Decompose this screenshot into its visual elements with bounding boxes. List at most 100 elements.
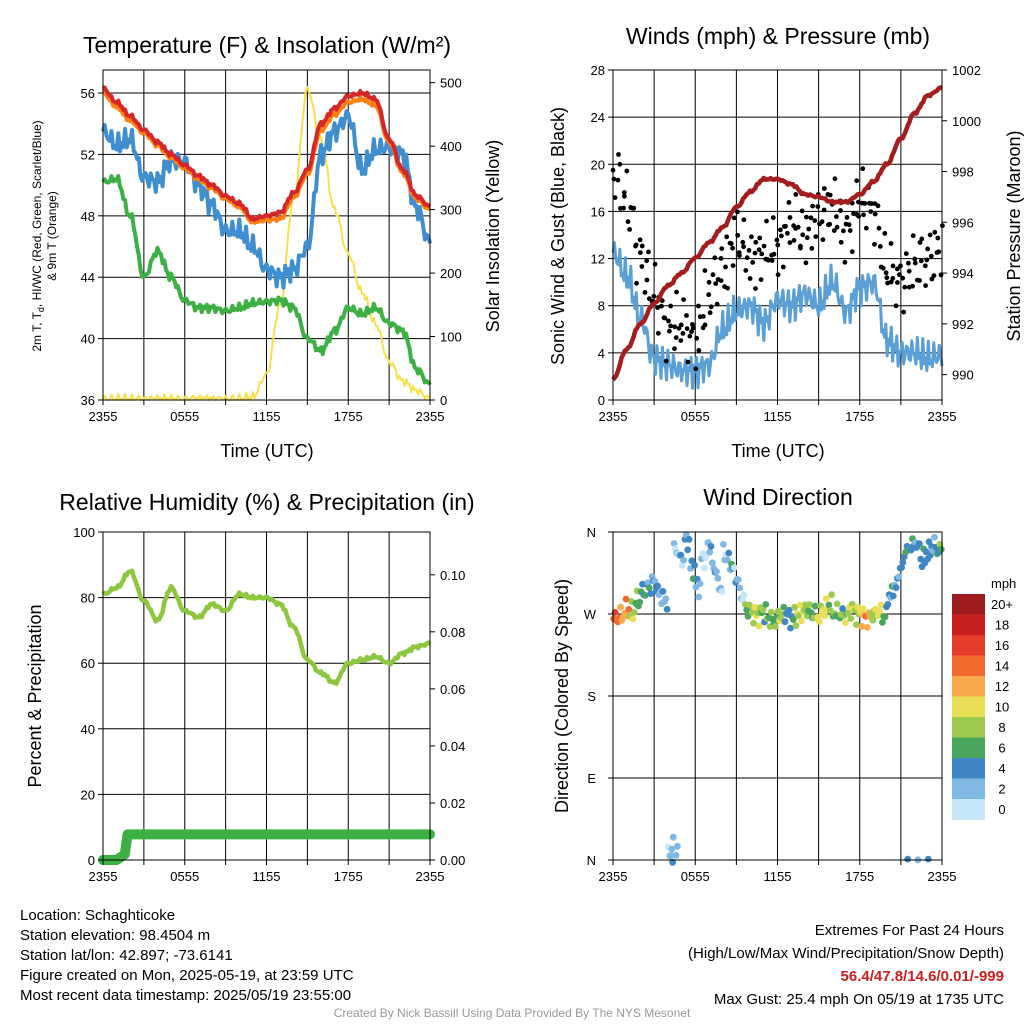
y2-tick-label: 0.06 — [440, 682, 465, 697]
series-red — [102, 85, 432, 222]
gust-point — [880, 265, 886, 271]
gust-point — [707, 310, 713, 316]
y2-tick-label: 0.02 — [440, 796, 465, 811]
gust-point — [862, 201, 868, 206]
gust-point — [936, 249, 942, 255]
speed-legend: 20+ 18 16 14 12 10 8 6 4 2 0 — [952, 594, 1013, 820]
direction-point — [696, 580, 704, 587]
gust-point — [621, 205, 626, 211]
gust-point — [681, 297, 686, 302]
gust-point — [746, 248, 752, 253]
gust-point — [890, 276, 896, 281]
gust-point — [624, 168, 630, 174]
direction-point — [807, 609, 815, 616]
humidity-ylabel: Percent & Precipitation — [25, 604, 45, 787]
gust-point — [901, 309, 907, 315]
gust-point — [820, 237, 826, 243]
legend-swatch — [952, 635, 985, 656]
direction-ylabel: Direction (Colored By Speed) — [552, 579, 572, 813]
gust-point — [872, 211, 878, 217]
gust-point — [646, 249, 651, 255]
gust-point — [622, 193, 627, 199]
gust-point — [617, 161, 623, 167]
temperature-ylabel-line2: & 9m T (Orange) — [45, 191, 59, 281]
gust-point — [663, 358, 669, 364]
gust-point — [783, 223, 788, 229]
gust-point — [723, 264, 728, 270]
gust-point — [861, 212, 866, 218]
y-tick-label: 36 — [81, 393, 95, 408]
gust-point — [740, 239, 746, 245]
gust-point — [927, 232, 933, 238]
gust-point — [690, 322, 695, 327]
y2-tick-label: 998 — [952, 165, 974, 180]
gust-point — [883, 270, 889, 276]
gust-point — [615, 177, 621, 183]
direction-point — [702, 554, 709, 562]
gust-point — [719, 246, 725, 252]
gust-point — [812, 218, 818, 224]
gust-point — [923, 283, 928, 288]
legend-label: 0 — [998, 802, 1005, 817]
direction-point — [630, 609, 638, 616]
gust-point — [827, 192, 833, 198]
y2-tick-label: 0 — [440, 393, 447, 408]
gust-point — [842, 259, 848, 265]
direction-panel: Wind Direction 2355 0555 1155 1755 2355NESWN… — [552, 484, 1016, 884]
legend-swatch — [952, 717, 985, 738]
direction-point — [685, 535, 693, 543]
legend-label: 2 — [998, 782, 1005, 797]
gust-point — [856, 199, 861, 205]
direction-point — [695, 593, 703, 601]
x-tick-label: 1755 — [845, 869, 874, 884]
direction-point — [629, 615, 637, 623]
gust-point — [888, 241, 894, 246]
gust-point — [749, 234, 754, 240]
gust-point — [667, 328, 672, 334]
gust-point — [786, 200, 792, 205]
legend-label: 18 — [995, 618, 1009, 633]
gust-point — [634, 280, 639, 286]
y-tick-label: E — [587, 771, 596, 786]
gust-point — [890, 263, 896, 269]
direction-point — [806, 601, 814, 608]
y2-tick-label: 0.10 — [440, 568, 465, 583]
y-tick-label: 100 — [73, 525, 95, 540]
series-green — [101, 174, 432, 386]
y2-tick-label: 1002 — [952, 63, 981, 78]
y2-tick-label: 1000 — [952, 114, 981, 129]
gust-point — [724, 234, 730, 240]
gust-point — [672, 346, 677, 352]
x-tick-label: 2355 — [599, 869, 628, 884]
gust-point — [898, 263, 903, 269]
direction-point — [707, 542, 715, 550]
y-tick-label: W — [584, 607, 597, 622]
gust-point — [803, 260, 809, 266]
gust-point — [804, 235, 810, 241]
gust-point — [903, 251, 909, 256]
direction-point — [746, 601, 753, 609]
temperature-ylabel: 2m T, Td, HI/WC (Red, Green, Scarlet/Blu… — [30, 120, 46, 351]
gust-point — [877, 244, 883, 249]
gust-point — [638, 250, 643, 256]
direction-point — [684, 546, 692, 554]
direction-point — [751, 603, 759, 611]
humidity-panel: Relative Humidity (%) & Precipitation (i… — [25, 489, 475, 884]
legend-swatch — [952, 758, 985, 779]
gust-point — [771, 251, 777, 257]
winds-ylabel: Sonic Wind & Gust (Blue, Black) — [548, 107, 568, 365]
legend-unit: mph — [991, 576, 1016, 591]
direction-point — [780, 603, 788, 611]
series-blue — [101, 109, 432, 290]
insolation-ylabel: Solar Insolation (Yellow) — [483, 140, 503, 332]
gust-point — [759, 251, 765, 257]
gust-point — [661, 315, 667, 321]
sonic-wind-line — [611, 241, 944, 390]
x-tick-label: 1755 — [334, 409, 363, 424]
gust-point — [694, 335, 700, 341]
legend-swatch — [952, 799, 985, 820]
gust-point — [912, 260, 918, 266]
gust-point — [917, 278, 922, 283]
direction-grid — [612, 531, 943, 861]
extremes-title: Extremes For Past 24 Hours — [814, 922, 1004, 939]
